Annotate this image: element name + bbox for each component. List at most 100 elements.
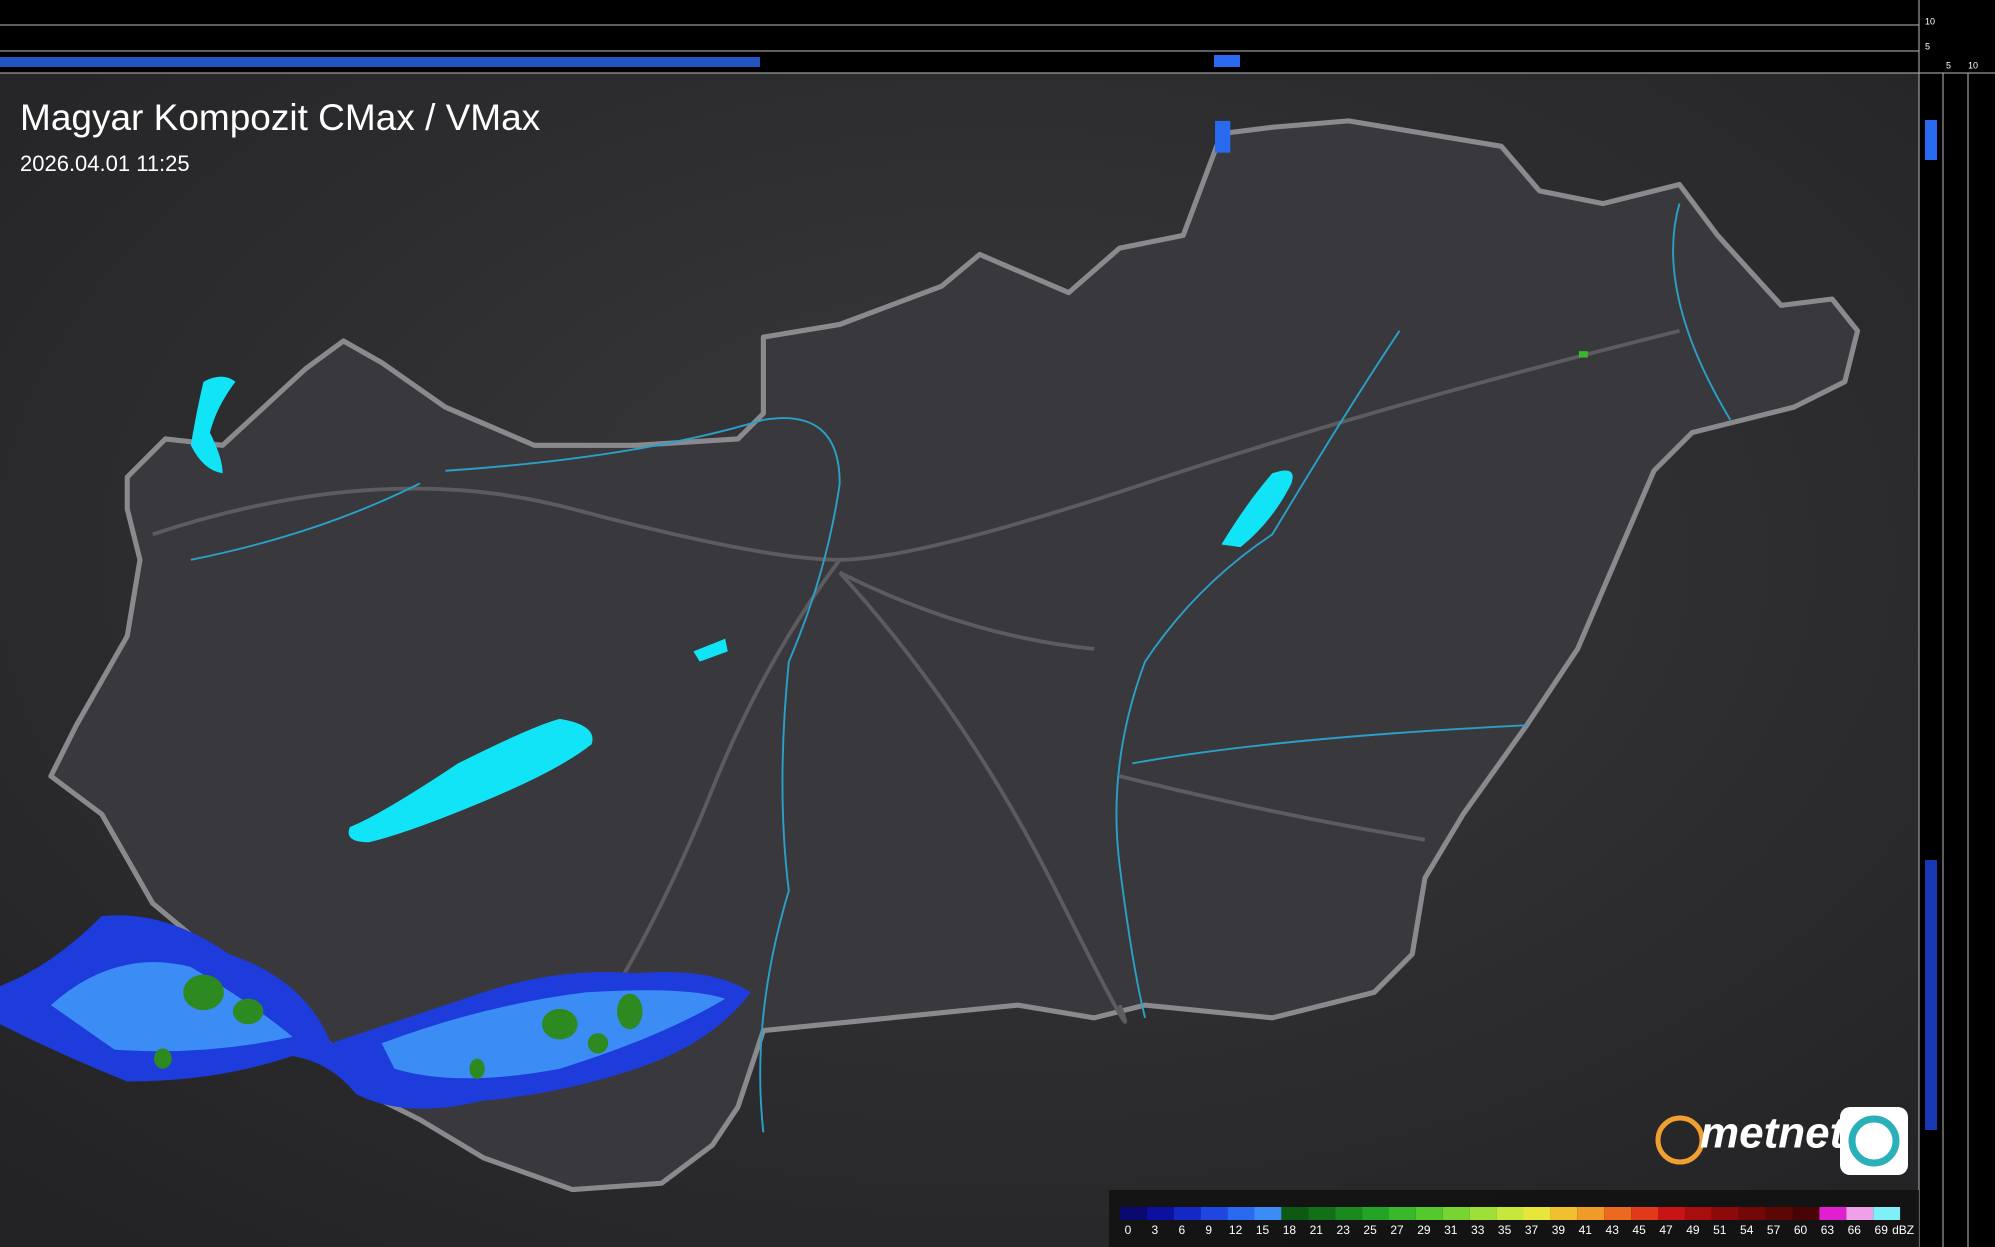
legend-label: 31: [1444, 1223, 1458, 1237]
legend-label: 0: [1125, 1223, 1132, 1237]
timestamp: 2026.04.01 11:25: [20, 151, 190, 176]
profile-echo: [1214, 55, 1240, 67]
legend-swatch: [1469, 1207, 1497, 1220]
legend-swatch: [1765, 1207, 1793, 1220]
legend-swatch: [1792, 1207, 1820, 1220]
lakes: [190, 376, 1293, 843]
legend-swatch: [1308, 1207, 1336, 1220]
logo-sun: [1655, 1115, 1705, 1165]
road: [152, 328, 1680, 562]
legend-swatch: [1442, 1207, 1470, 1220]
echo-core: [541, 1008, 578, 1040]
legend-swatch: [1281, 1207, 1309, 1220]
echo-core: [153, 1048, 172, 1069]
river: [1132, 724, 1527, 765]
legend-label: 57: [1767, 1223, 1781, 1237]
legend-label: 9: [1205, 1223, 1212, 1237]
legend-swatch: [1577, 1207, 1605, 1220]
legend-swatch: [1335, 1207, 1363, 1220]
echo-area: [1215, 120, 1231, 153]
legend-swatch: [1631, 1207, 1658, 1220]
legend-label: 12: [1229, 1223, 1243, 1237]
legend-label: 27: [1390, 1223, 1404, 1237]
legend-label: 23: [1337, 1223, 1351, 1237]
rivers: [190, 203, 1732, 1133]
legend-swatch: [1146, 1207, 1174, 1220]
logo-text: metnet: [1700, 1109, 1847, 1158]
profile-axis-label: 10: [1925, 16, 1935, 26]
legend-label: 18: [1283, 1223, 1297, 1237]
legend-label: 66: [1848, 1223, 1862, 1237]
logo-swirl: [1848, 1115, 1900, 1167]
legend-swatch: [1496, 1207, 1524, 1220]
legend-label: 60: [1794, 1223, 1808, 1237]
profile-axis-label: 5: [1925, 41, 1930, 51]
profile-echo: [1925, 120, 1937, 160]
legend-swatch: [1254, 1207, 1282, 1220]
radar-echoes: [0, 120, 1588, 1109]
legend-label: 21: [1310, 1223, 1324, 1237]
legend-swatch: [1523, 1207, 1551, 1220]
legend-label: 3: [1152, 1223, 1159, 1237]
echo-core: [183, 974, 224, 1011]
logo: metnet: [1655, 1107, 1908, 1175]
legend-label: 29: [1417, 1223, 1431, 1237]
profile-axis-label: 5: [1946, 60, 1951, 70]
legend-swatch: [1550, 1207, 1578, 1220]
echo-core: [587, 1033, 609, 1054]
river-danube: [445, 417, 841, 1133]
legend-label: 47: [1659, 1223, 1673, 1237]
legend-label: 43: [1606, 1223, 1620, 1237]
lake-balaton: [348, 718, 593, 843]
legend-swatch: [1658, 1207, 1685, 1220]
profile-axis-label: 10: [1968, 60, 1978, 70]
legend-swatch: [1389, 1207, 1416, 1220]
legend-label: 6: [1178, 1223, 1185, 1237]
map-layer: [0, 118, 1861, 1193]
legend-label: 45: [1632, 1223, 1646, 1237]
lake-velence: [693, 638, 728, 662]
legend-label: 39: [1552, 1223, 1566, 1237]
legend-swatch: [1819, 1207, 1847, 1220]
legend-label: 33: [1471, 1223, 1485, 1237]
map-title: Magyar Kompozit CMax / VMax: [20, 97, 541, 138]
legend-swatch: [1684, 1207, 1712, 1220]
echo-core: [617, 993, 643, 1030]
lake-neusiedl: [190, 376, 236, 474]
legend-label: 35: [1498, 1223, 1512, 1237]
legend-swatch: [1200, 1207, 1228, 1220]
profile-echo: [1925, 860, 1937, 1130]
legend: 0 3 6 9 12 15 18 21 23 25 27 29 31 33 35 37 39 41 43 45 47 49…: [1120, 1207, 1914, 1237]
legend-label: 54: [1740, 1223, 1754, 1237]
legend-swatch: [1711, 1207, 1739, 1220]
roads: [152, 328, 1680, 1024]
legend-label: 37: [1525, 1223, 1539, 1237]
lake-tisza: [1221, 470, 1293, 548]
road: [838, 571, 1128, 1024]
river: [190, 482, 421, 561]
echo-area: [1578, 351, 1588, 358]
legend-label: 41: [1579, 1223, 1593, 1237]
legend-unit: dBZ: [1892, 1223, 1914, 1237]
road: [1119, 774, 1426, 842]
river: [1672, 203, 1732, 421]
profile-echo: [0, 57, 760, 67]
road: [596, 558, 842, 1019]
legend-label: 63: [1821, 1223, 1835, 1237]
legend-label: 51: [1713, 1223, 1727, 1237]
legend-swatch: [1738, 1207, 1766, 1220]
legend-label: 15: [1256, 1223, 1270, 1237]
legend-swatch: [1173, 1207, 1201, 1220]
legend-swatch: [1846, 1207, 1874, 1220]
legend-swatch: [1873, 1207, 1901, 1220]
echo-core: [469, 1058, 485, 1079]
legend-label: 25: [1363, 1223, 1377, 1237]
legend-swatch: [1604, 1207, 1632, 1220]
legend-swatch: [1362, 1207, 1389, 1220]
legend-swatch: [1415, 1207, 1443, 1220]
legend-swatch: [1120, 1207, 1147, 1220]
legend-label: 69: [1875, 1223, 1889, 1237]
echo-core: [232, 998, 264, 1025]
